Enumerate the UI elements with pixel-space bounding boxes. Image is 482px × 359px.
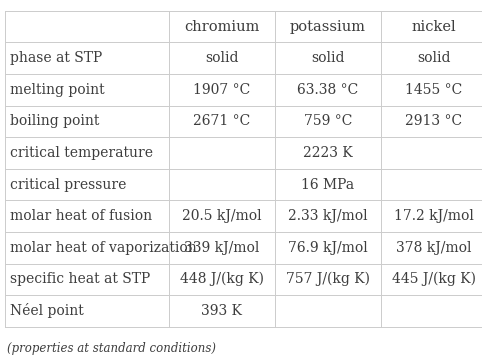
Text: specific heat at STP: specific heat at STP — [10, 272, 150, 286]
Text: 1907 °C: 1907 °C — [193, 83, 250, 97]
Text: 2913 °C: 2913 °C — [405, 115, 462, 128]
Text: solid: solid — [417, 51, 451, 65]
Text: critical temperature: critical temperature — [10, 146, 153, 160]
Text: 76.9 kJ/mol: 76.9 kJ/mol — [288, 241, 368, 255]
Text: melting point: melting point — [10, 83, 104, 97]
Text: 16 MPa: 16 MPa — [301, 178, 354, 191]
Text: boiling point: boiling point — [10, 115, 99, 128]
Text: solid: solid — [205, 51, 239, 65]
Text: 2671 °C: 2671 °C — [193, 115, 250, 128]
Text: chromium: chromium — [184, 20, 259, 33]
Text: 339 kJ/mol: 339 kJ/mol — [184, 241, 259, 255]
Text: molar heat of fusion: molar heat of fusion — [10, 209, 152, 223]
Text: 757 J/(kg K): 757 J/(kg K) — [286, 272, 370, 286]
Text: (properties at standard conditions): (properties at standard conditions) — [7, 342, 216, 355]
Text: nickel: nickel — [412, 20, 456, 33]
Text: 393 K: 393 K — [201, 304, 242, 318]
Text: 445 J/(kg K): 445 J/(kg K) — [392, 272, 476, 286]
Text: phase at STP: phase at STP — [10, 51, 102, 65]
Text: 20.5 kJ/mol: 20.5 kJ/mol — [182, 209, 262, 223]
Text: 448 J/(kg K): 448 J/(kg K) — [180, 272, 264, 286]
Text: molar heat of vaporization: molar heat of vaporization — [10, 241, 196, 255]
Text: solid: solid — [311, 51, 345, 65]
Text: 17.2 kJ/mol: 17.2 kJ/mol — [394, 209, 474, 223]
Text: 63.38 °C: 63.38 °C — [297, 83, 359, 97]
Text: 759 °C: 759 °C — [304, 115, 352, 128]
Text: critical pressure: critical pressure — [10, 178, 126, 191]
Text: potassium: potassium — [290, 20, 366, 33]
Text: Néel point: Néel point — [10, 303, 83, 318]
Text: 378 kJ/mol: 378 kJ/mol — [396, 241, 471, 255]
Text: 1455 °C: 1455 °C — [405, 83, 462, 97]
Text: 2.33 kJ/mol: 2.33 kJ/mol — [288, 209, 368, 223]
Text: 2223 K: 2223 K — [303, 146, 353, 160]
